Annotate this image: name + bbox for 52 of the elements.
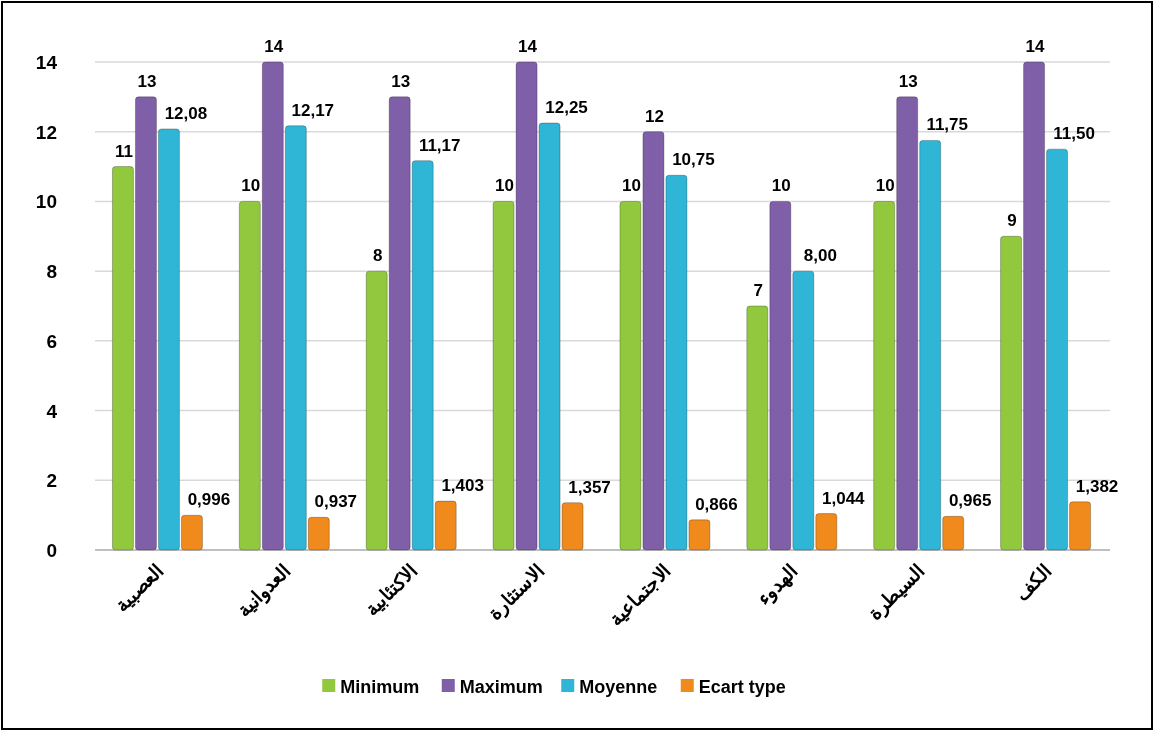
x-tick-label: الاستثارة (484, 559, 549, 625)
data-label: 1,044 (822, 488, 866, 508)
data-label: 10 (771, 176, 791, 196)
y-tick-label: 12 (35, 121, 57, 143)
data-label: 14 (518, 37, 538, 56)
data-label: 11 (114, 141, 133, 161)
data-label: 0,965 (948, 491, 992, 511)
data-label: 11,50 (1053, 124, 1095, 144)
x-tick-label: العدوانية (233, 559, 295, 622)
data-label: 8 (372, 246, 383, 266)
data-label: 1,403 (441, 476, 484, 496)
data-label: 10 (875, 176, 895, 196)
y-tick-label: 10 (35, 191, 57, 213)
data-label: 12,08 (164, 103, 208, 123)
x-tick-label: السيطرة (864, 559, 930, 626)
data-label: 14 (1025, 37, 1046, 56)
y-tick-label: 4 (46, 400, 58, 422)
data-label: 1,382 (1075, 476, 1119, 496)
data-label: 13 (391, 71, 411, 91)
legend-label: Maximum (459, 677, 543, 697)
data-label: 14 (264, 37, 284, 56)
data-label: 7 (753, 281, 764, 300)
data-label: 0,937 (314, 492, 358, 512)
data-label: 12,17 (291, 100, 335, 120)
data-label: 11,17 (418, 135, 461, 155)
legend-label: Ecart type (698, 677, 786, 697)
data-label: 12 (644, 106, 664, 126)
data-label: 11,75 (926, 115, 968, 135)
x-tick-label: العصبية (111, 559, 168, 616)
x-tick-label: الاجتماعية (604, 559, 675, 630)
data-label: 9 (1007, 211, 1017, 231)
data-label: 10 (495, 176, 515, 196)
y-tick-label: 6 (46, 330, 57, 352)
data-label: 13 (898, 71, 918, 91)
y-tick-label: 0 (46, 540, 57, 561)
data-label: 0,996 (187, 490, 231, 510)
y-tick-label: 2 (46, 470, 57, 492)
data-label: 12,25 (545, 98, 588, 117)
data-label: 10,75 (672, 150, 715, 170)
y-tick-label: 14 (35, 52, 58, 73)
data-label: 10 (241, 176, 261, 196)
legend-label: Moyenne (579, 677, 658, 697)
data-label: 0,866 (695, 494, 738, 514)
x-tick-label: الاكتئابية (360, 559, 422, 621)
data-label: 1,357 (568, 477, 611, 497)
data-label: 8,00 (803, 246, 837, 266)
data-label: 13 (137, 71, 157, 91)
data-label: 10 (621, 176, 641, 196)
y-tick-label: 8 (46, 261, 57, 283)
x-tick-label: الهدوء (752, 559, 803, 610)
legend-label: Minimum (340, 677, 420, 697)
x-tick-label: الكف (1010, 559, 1056, 605)
